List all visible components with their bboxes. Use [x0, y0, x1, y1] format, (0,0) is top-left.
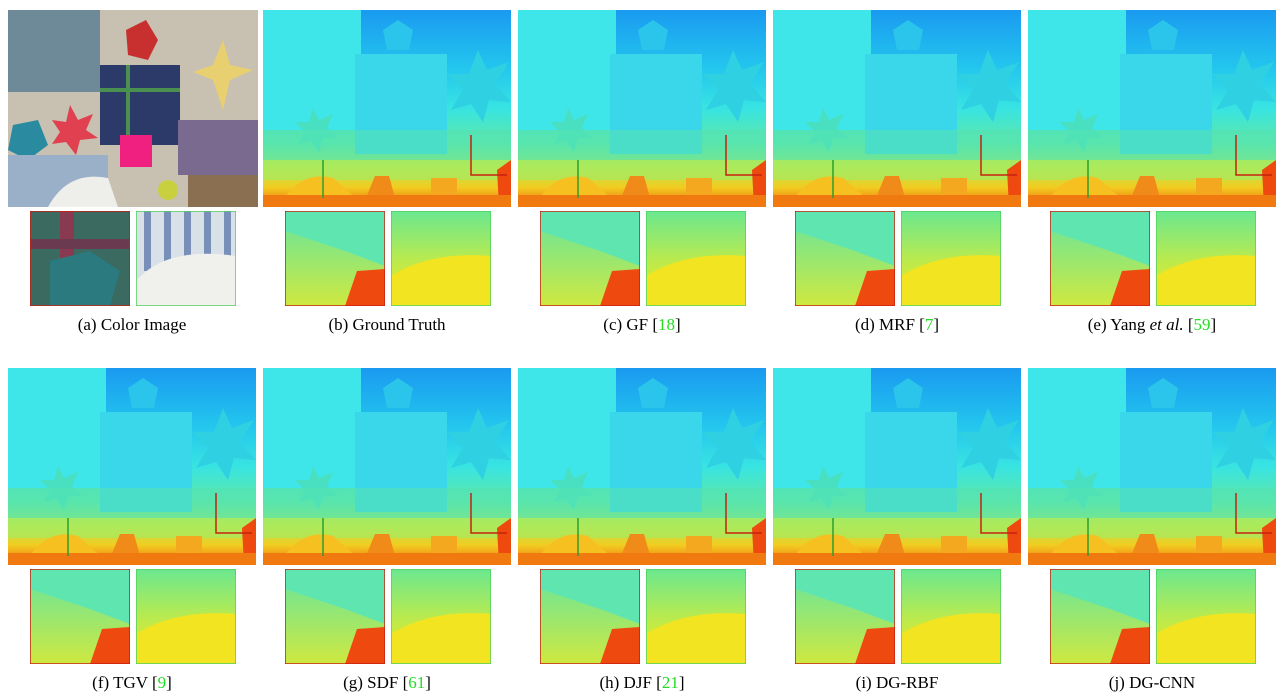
caption: (f) TGV [9] [92, 673, 172, 692]
depth-map [518, 368, 766, 565]
panel: (h) DJF [21] [518, 368, 766, 692]
depth-map [518, 10, 766, 207]
caption-part: 18 [658, 315, 675, 334]
zoom-crop [646, 569, 746, 664]
caption: (d) MRF [7] [855, 315, 939, 334]
zoom-crop [30, 211, 130, 306]
zoom-crop [1050, 569, 1150, 664]
caption-part: 21 [662, 673, 679, 692]
caption-part: (f) TGV [ [92, 673, 158, 692]
caption-part: (a) Color Image [78, 315, 187, 334]
depth-map [1028, 368, 1276, 565]
depth-map [1028, 10, 1276, 207]
zoom-crop [391, 211, 491, 306]
caption: (j) DG-CNN [1109, 673, 1195, 692]
caption-part: (j) DG-CNN [1109, 673, 1195, 692]
depth-map [8, 368, 256, 565]
depth-map [263, 10, 511, 207]
zoom-crop [1156, 569, 1256, 664]
panel: (i) DG-RBF [773, 368, 1021, 692]
depth-map [263, 368, 511, 565]
caption: (a) Color Image [78, 315, 187, 334]
caption-part: (i) DG-RBF [856, 673, 939, 692]
caption: (g) SDF [61] [343, 673, 431, 692]
caption-part: (e) Yang [1088, 315, 1150, 334]
depth-map [773, 10, 1021, 207]
depth-map [773, 368, 1021, 565]
zoom-crop [136, 211, 236, 306]
zoom-crop [1156, 211, 1256, 306]
zoom-crop [285, 211, 385, 306]
caption: (e) Yang et al. [59] [1088, 315, 1216, 334]
zoom-crop [540, 211, 640, 306]
caption-part: 59 [1194, 315, 1211, 334]
caption-part: (g) SDF [ [343, 673, 409, 692]
zoom-crop [901, 211, 1001, 306]
caption-part: [ [1184, 315, 1194, 334]
caption-part: ] [425, 673, 431, 692]
panel: (f) TGV [9] [8, 368, 256, 692]
zoom-crop [1050, 211, 1150, 306]
zoom-crop [646, 211, 746, 306]
panel: (b) Ground Truth [263, 10, 511, 334]
caption-part: ] [933, 315, 939, 334]
caption-part: 9 [158, 673, 167, 692]
zoom-crop [285, 569, 385, 664]
zoom-crop [795, 211, 895, 306]
caption: (h) DJF [21] [599, 673, 684, 692]
panel: (c) GF [18] [518, 10, 766, 334]
caption-part: (d) MRF [ [855, 315, 925, 334]
zoom-crop [901, 569, 1001, 664]
panel: (a) Color Image [8, 10, 258, 334]
caption-part: (h) DJF [ [599, 673, 662, 692]
caption-part: (c) GF [ [603, 315, 658, 334]
panel: (g) SDF [61] [263, 368, 511, 692]
caption-part: ] [675, 315, 681, 334]
caption-part: ] [166, 673, 172, 692]
zoom-crop [30, 569, 130, 664]
caption: (b) Ground Truth [328, 315, 446, 334]
caption: (c) GF [18] [603, 315, 680, 334]
caption-part: 61 [408, 673, 425, 692]
panel: (j) DG-CNN [1028, 368, 1276, 692]
caption: (i) DG-RBF [856, 673, 939, 692]
zoom-crop [136, 569, 236, 664]
caption-part: ] [679, 673, 685, 692]
caption-part: (b) Ground Truth [328, 315, 446, 334]
figure: (a) Color Image (b) Ground Truth (c) GF [1… [0, 0, 1278, 700]
zoom-crop [540, 569, 640, 664]
caption-part: et al. [1150, 315, 1184, 334]
caption-part: ] [1211, 315, 1217, 334]
color-image [8, 10, 258, 207]
zoom-crop [391, 569, 491, 664]
panel: (d) MRF [7] [773, 10, 1021, 334]
panel: (e) Yang et al. [59] [1028, 10, 1276, 334]
zoom-crop [795, 569, 895, 664]
